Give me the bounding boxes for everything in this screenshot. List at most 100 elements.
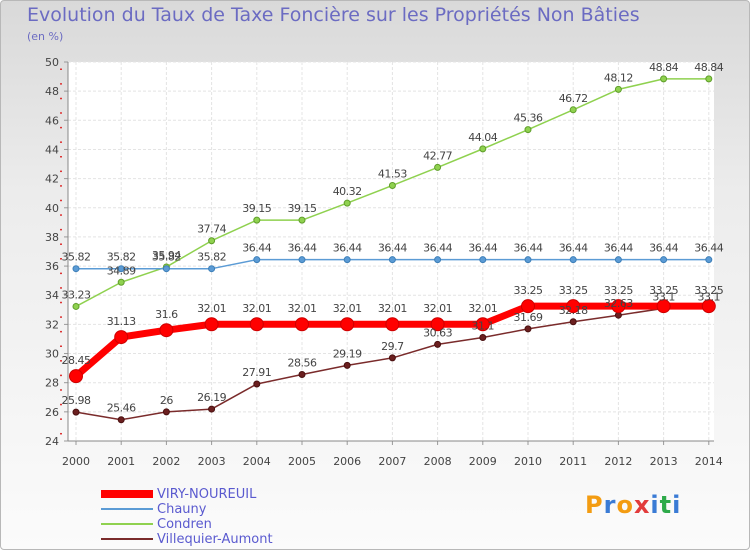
x-tick-label: 2010 — [514, 455, 542, 468]
data-label: 33.25 — [559, 284, 588, 297]
data-label: 33.1 — [698, 290, 721, 303]
data-point — [249, 317, 264, 332]
data-point — [117, 265, 125, 273]
data-label: 36.44 — [423, 242, 452, 255]
data-point — [162, 408, 170, 416]
data-label: 37.74 — [197, 223, 226, 236]
logo-letter: o — [616, 491, 634, 519]
data-point — [204, 317, 219, 332]
data-point — [705, 75, 713, 83]
data-label: 25.46 — [107, 402, 136, 415]
x-tick-label: 2012 — [604, 455, 632, 468]
data-label: 34.89 — [107, 264, 136, 277]
data-label: 33.25 — [649, 284, 678, 297]
y-tick-label: 38 — [45, 231, 59, 244]
logo-letter: r — [603, 491, 617, 519]
x-tick-label: 2000 — [62, 455, 90, 468]
data-label: 40.32 — [333, 185, 362, 198]
data-point — [569, 256, 577, 264]
y-tick-label: 48 — [45, 85, 59, 98]
data-point — [253, 380, 261, 388]
data-label: 44.04 — [468, 131, 497, 144]
x-tick-label: 2006 — [333, 455, 361, 468]
data-label: 35.82 — [197, 251, 226, 264]
data-point — [253, 256, 261, 264]
data-label: 36.44 — [333, 242, 362, 255]
data-label: 36.44 — [604, 242, 633, 255]
data-label: 39.15 — [288, 202, 317, 215]
data-point — [434, 340, 442, 348]
data-point — [569, 318, 577, 326]
data-label: 25.98 — [62, 394, 91, 407]
data-label: 45.36 — [514, 112, 543, 125]
x-tick-label: 2014 — [695, 455, 723, 468]
data-label: 35.82 — [152, 251, 181, 264]
data-point — [566, 299, 581, 314]
data-label: 29.19 — [333, 347, 362, 360]
data-label: 36.44 — [378, 242, 407, 255]
data-label: 31.13 — [107, 315, 136, 328]
data-point — [208, 265, 216, 273]
legend-swatch — [101, 538, 153, 540]
data-point — [343, 199, 351, 207]
data-point — [298, 371, 306, 379]
legend-label: Chauny — [157, 502, 207, 517]
data-label: 33.25 — [694, 284, 723, 297]
legend-swatch — [101, 523, 153, 525]
data-label: 48.12 — [604, 71, 633, 84]
data-point — [656, 299, 671, 314]
data-point — [388, 354, 396, 362]
legend-swatch — [101, 490, 153, 498]
data-point — [705, 256, 713, 264]
y-tick-label: 24 — [45, 435, 59, 448]
data-point — [69, 369, 83, 384]
y-tick-label: 28 — [45, 377, 59, 390]
data-point — [117, 278, 125, 286]
data-point — [430, 317, 445, 332]
data-point — [701, 299, 716, 314]
data-point — [162, 265, 170, 273]
data-point — [611, 299, 626, 314]
data-point — [521, 299, 535, 314]
data-label: 32.18 — [559, 304, 588, 317]
data-point — [343, 256, 351, 264]
x-tick-label: 2003 — [198, 455, 226, 468]
data-point — [660, 75, 668, 83]
data-label: 35.82 — [62, 251, 91, 264]
x-tick-label: 2009 — [469, 455, 497, 468]
legend-label: Villequier-Aumont — [157, 532, 273, 547]
x-tick-label: 2004 — [243, 455, 271, 468]
y-tick-label: 36 — [45, 260, 59, 273]
data-point — [524, 256, 532, 264]
data-label: 26 — [160, 394, 173, 407]
data-label: 36.44 — [694, 242, 723, 255]
data-point — [479, 145, 487, 153]
data-label: 26.19 — [197, 391, 226, 404]
y-tick-label: 26 — [45, 406, 59, 419]
data-point — [524, 325, 532, 333]
legend-swatch — [101, 508, 153, 510]
data-point — [388, 181, 396, 189]
data-point — [298, 256, 306, 264]
data-point — [114, 330, 129, 345]
logo-letter: t — [659, 491, 673, 519]
data-point — [479, 334, 487, 342]
data-label: 46.72 — [559, 92, 588, 105]
data-point — [569, 106, 577, 114]
data-label: 36.44 — [649, 242, 678, 255]
data-label: 28.56 — [288, 357, 317, 370]
data-label: 32.01 — [197, 302, 226, 315]
data-label: 29.7 — [381, 340, 404, 353]
data-point — [385, 317, 400, 332]
data-label: 31.1 — [472, 320, 495, 333]
data-point — [343, 361, 351, 369]
data-point — [660, 256, 668, 264]
y-tick-label: 32 — [45, 318, 59, 331]
data-label: 42.77 — [423, 149, 452, 162]
data-point — [72, 408, 80, 416]
data-point — [340, 317, 355, 332]
data-point — [475, 317, 490, 332]
data-label: 36.44 — [288, 242, 317, 255]
data-point — [298, 216, 306, 224]
x-tick-label: 2011 — [559, 455, 587, 468]
